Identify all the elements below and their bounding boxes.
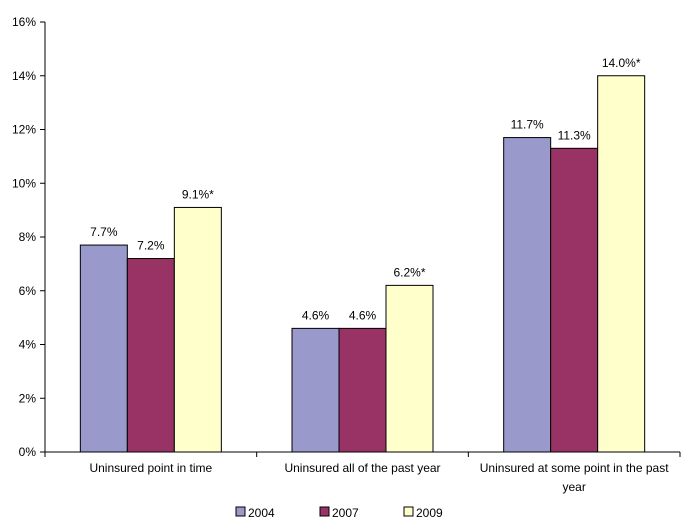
legend-swatch-2004 (235, 506, 246, 517)
category-label: Uninsured point in time (89, 461, 212, 475)
y-tick-label: 12% (12, 123, 36, 137)
bars-group (79, 75, 646, 453)
data-label: 4.6% (349, 308, 377, 322)
y-axis-ticks: 0% 2% 4% 6% 8% 10% 12% 14% 16% (12, 15, 45, 459)
y-tick-label: 14% (12, 69, 36, 83)
legend-label-2009: 2009 (416, 506, 443, 520)
data-label: 7.2% (137, 239, 165, 253)
data-label: 11.3% (558, 128, 591, 142)
bar-2007 (550, 147, 599, 453)
category-label: Uninsured all of the past year (284, 461, 440, 475)
x-axis-ticks (44, 452, 681, 457)
data-label: 11.7% (511, 118, 544, 132)
bar-2004 (503, 137, 552, 453)
legend-label-2004: 2004 (248, 506, 275, 520)
y-tick-label: 2% (19, 391, 37, 405)
y-tick-label: 10% (12, 176, 36, 190)
category-label: Uninsured at some point in the past year (480, 461, 669, 494)
category-labels: Uninsured point in time Uninsured all of … (89, 461, 669, 494)
y-tick-label: 4% (19, 338, 37, 352)
data-label: 6.2%* (393, 265, 425, 279)
bar-2004 (79, 244, 128, 453)
bar-2009 (385, 284, 434, 453)
bar-2009 (597, 75, 646, 453)
bar-2009 (173, 206, 222, 453)
bar-2007 (338, 327, 387, 453)
y-tick-label: 8% (19, 230, 37, 244)
bar-2007 (126, 258, 175, 453)
y-tick-label: 6% (19, 284, 37, 298)
data-labels-group: 7.7% 7.2% 9.1%* 4.6% 4.6% 6.2%* 11.7% 11.3% 14.0… (90, 56, 641, 323)
data-label: 4.6% (302, 308, 330, 322)
data-label: 7.7% (90, 225, 118, 239)
legend-swatch-2007 (319, 506, 330, 517)
bar-2004 (291, 327, 340, 453)
data-label: 9.1%* (182, 187, 214, 201)
y-tick-label: 0% (19, 445, 37, 459)
legend-swatch-2009 (403, 506, 414, 517)
data-label: 14.0%* (602, 56, 641, 70)
legend: 2004 2007 2009 (235, 506, 443, 520)
y-tick-label: 16% (12, 15, 36, 29)
legend-label-2007: 2007 (332, 506, 359, 520)
